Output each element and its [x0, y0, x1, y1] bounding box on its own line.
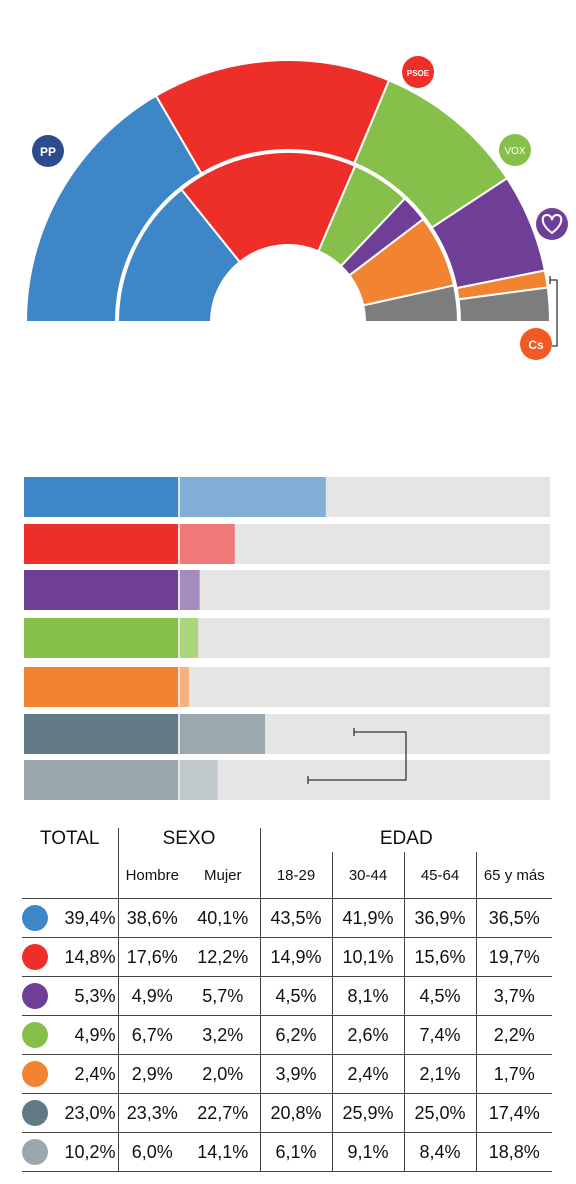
table-cell: 2,6%: [331, 1015, 404, 1055]
table-cell: 6,0%: [117, 1132, 186, 1172]
table-cell: 22,7%: [186, 1093, 260, 1133]
vote-bar-purple: [24, 570, 550, 610]
table-cell: 18,8%: [475, 1132, 553, 1172]
table-cell: 36,9%: [403, 898, 476, 938]
table-cell: 40,1%: [186, 898, 260, 938]
table-cell: 6,2%: [259, 1015, 332, 1055]
vote-bar-vox: [24, 618, 550, 658]
col-header: 18-29: [259, 852, 332, 899]
table-cell: 4,5%: [259, 976, 332, 1016]
col-header: 45-64: [403, 852, 476, 899]
party-color-dot: [22, 944, 48, 970]
header-total: TOTAL: [40, 828, 100, 849]
vox-logo-icon: VOX: [499, 134, 531, 166]
total-value: 39,4%: [64, 908, 116, 928]
table-cell: 4,5%: [403, 976, 476, 1016]
table-row: 23,0% 23,3% 22,7% 20,8% 25,9% 25,0% 17,4%: [22, 1093, 553, 1133]
bar-bracket: [308, 731, 407, 781]
table-cell: 25,9%: [331, 1093, 404, 1133]
table-cell: 2,1%: [403, 1054, 476, 1094]
seat-distribution-chart: PP PSOE VOX Cs: [24, 56, 568, 360]
table-row: 14,8% 17,6% 12,2% 14,9% 10,1% 15,6% 19,7%: [22, 937, 553, 977]
table-cell: 3,9%: [259, 1054, 332, 1094]
table-cell: 15,6%: [403, 937, 476, 977]
table-cell: 6,1%: [259, 1132, 332, 1172]
table-cell: 9,1%: [331, 1132, 404, 1172]
table-cell: 2,9%: [117, 1054, 186, 1094]
party-color-dot: [22, 1022, 48, 1048]
table-cell: 20,8%: [259, 1093, 332, 1133]
table-row: 4,9% 6,7% 3,2% 6,2% 2,6% 7,4% 2,2%: [22, 1015, 553, 1055]
total-value: 5,3%: [74, 986, 116, 1006]
seat-slice-inner-gray: [362, 284, 460, 323]
svg-text:VOX: VOX: [504, 146, 525, 157]
party-color-dot: [22, 1061, 48, 1087]
table-row: 10,2% 6,0% 14,1% 6,1% 9,1% 8,4% 18,8%: [22, 1132, 553, 1172]
party-color-dot: [22, 905, 48, 931]
seat-slice-outer-gray: [457, 286, 552, 323]
table-cell: 6,7%: [117, 1015, 186, 1055]
header-sexo: SEXO: [117, 828, 260, 852]
table-cell: 25,0%: [403, 1093, 476, 1133]
total-value: 4,9%: [74, 1025, 116, 1045]
table-cell: 2,4%: [331, 1054, 404, 1094]
vote-bar-psoe: [24, 524, 550, 564]
table-cell: 12,2%: [186, 937, 260, 977]
col-header: Hombre: [117, 852, 186, 899]
header-edad: EDAD: [259, 828, 553, 852]
party-color-dot: [22, 1139, 48, 1165]
cs-bracket: [550, 279, 558, 347]
svg-text:PP: PP: [40, 145, 56, 159]
vote-bar-pp: [24, 477, 550, 517]
table-cell: 5,7%: [186, 976, 260, 1016]
total-value: 2,4%: [74, 1064, 116, 1084]
table-cell: 38,6%: [117, 898, 186, 938]
table-cell: 7,4%: [403, 1015, 476, 1055]
table-cell: 43,5%: [259, 898, 332, 938]
table-cell: 14,1%: [186, 1132, 260, 1172]
party-color-dot: [22, 983, 48, 1009]
heart-icon: [536, 208, 568, 240]
pp-logo-icon: PP: [32, 135, 64, 167]
table-cell: 4,9%: [117, 976, 186, 1016]
table-cell: 2,2%: [475, 1015, 553, 1055]
svg-text:Cs: Cs: [528, 338, 544, 352]
vote-bar-gray: [24, 760, 550, 800]
table-row: 2,4% 2,9% 2,0% 3,9% 2,4% 2,1% 1,7%: [22, 1054, 553, 1094]
table-cell: 23,3%: [117, 1093, 186, 1133]
table-cell: 8,4%: [403, 1132, 476, 1172]
table-cell: 41,9%: [331, 898, 404, 938]
vote-bar-dark_gray: [24, 714, 550, 754]
table-cell: 3,2%: [186, 1015, 260, 1055]
psoe-logo-icon: PSOE: [402, 56, 434, 88]
col-header: 65 y más: [475, 852, 553, 899]
vote-bar-orange: [24, 667, 550, 707]
table-cell: 3,7%: [475, 976, 553, 1016]
total-value: 14,8%: [64, 947, 116, 967]
table-row: 5,3% 4,9% 5,7% 4,5% 8,1% 4,5% 3,7%: [22, 976, 553, 1016]
table-cell: 2,0%: [186, 1054, 260, 1094]
results-table: TOTAL SEXO EDAD Hombre Mujer 18-29 30-44…: [22, 828, 553, 1172]
table-cell: 1,7%: [475, 1054, 553, 1094]
col-header: 30-44: [331, 852, 404, 899]
table-row: 39,4% 38,6% 40,1% 43,5% 41,9% 36,9% 36,5%: [22, 898, 553, 938]
total-value: 10,2%: [64, 1142, 116, 1162]
vote-bar-chart: [24, 477, 550, 800]
cs-logo-icon: Cs: [520, 328, 552, 360]
seat-slice-inner-psoe: [180, 151, 357, 264]
table-cell: 17,4%: [475, 1093, 553, 1133]
col-header: Mujer: [186, 852, 260, 899]
party-color-dot: [22, 1100, 48, 1126]
table-cell: 10,1%: [331, 937, 404, 977]
table-cell: 19,7%: [475, 937, 553, 977]
table-cell: 36,5%: [475, 898, 553, 938]
table-cell: 14,9%: [259, 937, 332, 977]
table-cell: 8,1%: [331, 976, 404, 1016]
total-value: 23,0%: [64, 1103, 116, 1123]
table-cell: 17,6%: [117, 937, 186, 977]
svg-text:PSOE: PSOE: [407, 69, 430, 78]
